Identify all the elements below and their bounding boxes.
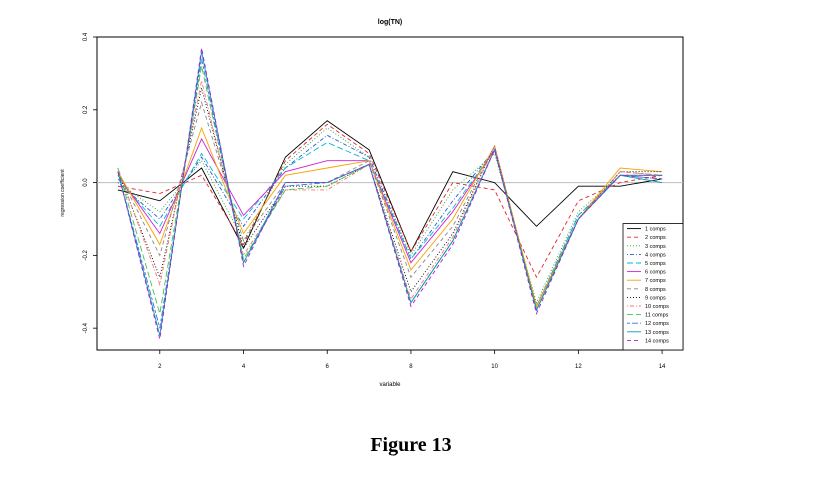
chart: 2 4 6 8 10 12 14 -0.4 -0.2 0.0 0.2 0.4 log(TN) var…: [60, 19, 684, 388]
figure-caption: Figure 13: [370, 434, 452, 456]
series-line-1: [117, 120, 663, 253]
x-tick-label: 12: [575, 364, 582, 370]
series-line-2: [117, 123, 663, 279]
y-tick-label: 0.4: [83, 32, 89, 41]
series-line-6: [117, 137, 663, 308]
legend-entry: 12 comps: [645, 321, 669, 327]
legend-entry: 7 comps: [645, 278, 666, 284]
legend-entry: 3 comps: [645, 244, 666, 250]
y-axis-label: regression coefficient: [60, 169, 66, 217]
chart-title: log(TN): [378, 19, 403, 26]
series-layer: [117, 47, 663, 340]
y-tick-label: 0.0: [83, 178, 89, 187]
legend: 1 comps 2 comps 3 comps 4 comps 5 comps 6 com…: [622, 223, 684, 351]
legend-entry: 10 comps: [645, 304, 669, 310]
series-line-8: [117, 100, 663, 312]
legend-box: [622, 223, 684, 351]
x-tick-label: 4: [242, 364, 246, 370]
legend-entry: 5 comps: [645, 261, 666, 267]
series-line-3: [117, 127, 663, 304]
legend-entry: 8 comps: [645, 287, 666, 293]
x-tick-label: 8: [409, 364, 413, 370]
x-tick-label: 2: [158, 364, 162, 370]
x-axis-label: variable: [379, 382, 401, 388]
legend-entry: 11 comps: [645, 313, 669, 319]
series-line-11: [117, 66, 663, 314]
series-line-13: [117, 51, 663, 336]
x-tick-label: 10: [491, 364, 498, 370]
x-tick-label: 6: [326, 364, 330, 370]
y-tick-label: -0.2: [83, 250, 89, 261]
plot-frame: [96, 36, 684, 351]
series-line-10: [117, 80, 663, 312]
series-line-9: [117, 87, 663, 312]
series-line-12: [117, 58, 663, 329]
y-tick-label: -0.4: [83, 322, 89, 333]
legend-entry: 1 comps: [645, 227, 666, 233]
y-axis: -0.4 -0.2 0.0 0.2 0.4: [83, 32, 97, 333]
legend-entry: 9 comps: [645, 295, 666, 301]
series-line-4: [117, 134, 663, 308]
series-line-14: [117, 47, 663, 340]
x-tick-label: 14: [659, 364, 666, 370]
x-axis: 2 4 6 8 10 12 14: [158, 350, 666, 370]
legend-entry: 4 comps: [645, 252, 666, 258]
legend-entry: 14 comps: [645, 338, 669, 344]
y-tick-label: 0.2: [83, 105, 89, 114]
legend-entry: 2 comps: [645, 235, 666, 241]
series-line-5: [117, 141, 663, 308]
legend-entry: 13 comps: [645, 330, 669, 336]
legend-entry: 6 comps: [645, 270, 666, 276]
